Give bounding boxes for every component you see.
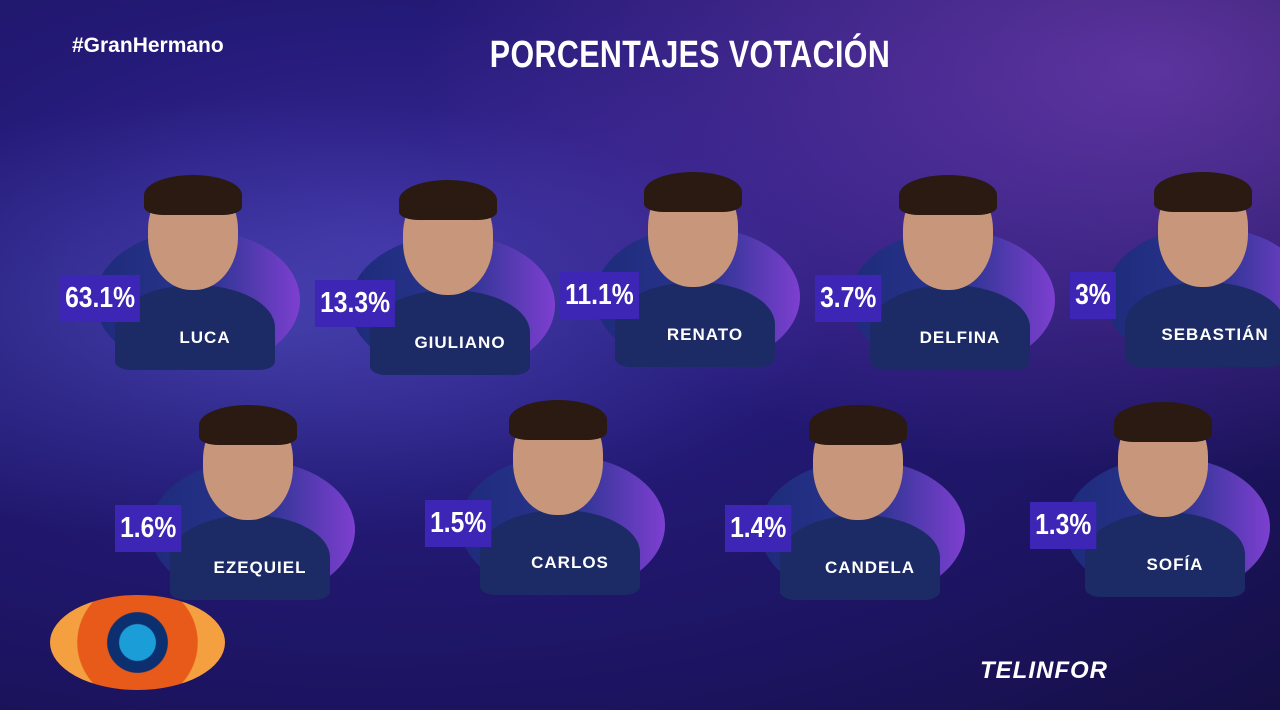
contestant-name: GIULIANO bbox=[414, 333, 506, 352]
hashtag: #GranHermano bbox=[72, 34, 224, 57]
vote-percentage: 1.5% bbox=[425, 500, 492, 547]
vote-percentage: 3% bbox=[1070, 272, 1116, 319]
vote-percentage: 1.3% bbox=[1030, 502, 1097, 549]
photo-body bbox=[780, 515, 940, 600]
contestant-card: 13.3% GIULIANO bbox=[315, 180, 565, 390]
contestant-card: 1.5% CARLOS bbox=[425, 400, 675, 610]
photo-body bbox=[480, 510, 640, 595]
photo-hair bbox=[644, 172, 742, 212]
vote-percentage: 1.6% bbox=[115, 505, 182, 552]
photo-body bbox=[615, 282, 775, 367]
contestant-name: SOFÍA bbox=[1146, 555, 1204, 574]
photo-body bbox=[1125, 282, 1280, 367]
vote-percentage: 13.3% bbox=[315, 280, 396, 327]
photo-body bbox=[1085, 512, 1245, 597]
vote-percentage: 3.7% bbox=[815, 275, 882, 322]
brand-logo: TELINFOR bbox=[980, 657, 1108, 684]
vote-percentage: 63.1% bbox=[60, 275, 141, 322]
photo-hair bbox=[1114, 402, 1212, 442]
vote-percentage: 11.1% bbox=[560, 272, 639, 319]
contestant-name: SEBASTIÁN bbox=[1161, 325, 1269, 344]
contestant-card: 1.3% SOFÍA bbox=[1030, 402, 1280, 612]
contestant-card: 63.1% LUCA bbox=[60, 175, 310, 385]
vote-percentage: 1.4% bbox=[725, 505, 792, 552]
photo-body bbox=[170, 515, 330, 600]
photo-hair bbox=[1154, 172, 1252, 212]
photo-hair bbox=[899, 175, 997, 215]
photo-hair bbox=[144, 175, 242, 215]
contestant-card: 1.6% EZEQUIEL bbox=[115, 405, 365, 615]
photo-body bbox=[370, 290, 530, 375]
photo-hair bbox=[399, 180, 497, 220]
title: PORCENTAJES VOTACIÓN bbox=[489, 34, 891, 76]
photo-hair bbox=[509, 400, 607, 440]
contestant-card: 3% SEBASTIÁN bbox=[1070, 172, 1280, 382]
contestant-name: CANDELA bbox=[824, 558, 916, 577]
photo-body bbox=[870, 285, 1030, 370]
contestant-name: DELFINA bbox=[919, 328, 1001, 347]
contestant-card: 11.1% RENATO bbox=[560, 172, 810, 382]
contestant-name: EZEQUIEL bbox=[213, 558, 307, 577]
photo-hair bbox=[199, 405, 297, 445]
photo-hair bbox=[809, 405, 907, 445]
contestant-name: CARLOS bbox=[531, 553, 609, 572]
contestant-name: RENATO bbox=[666, 325, 744, 344]
contestant-card: 1.4% CANDELA bbox=[725, 405, 975, 615]
photo-body bbox=[115, 285, 275, 370]
contestant-card: 3.7% DELFINA bbox=[815, 175, 1065, 385]
show-logo bbox=[50, 595, 225, 690]
contestant-name: LUCA bbox=[179, 328, 231, 347]
